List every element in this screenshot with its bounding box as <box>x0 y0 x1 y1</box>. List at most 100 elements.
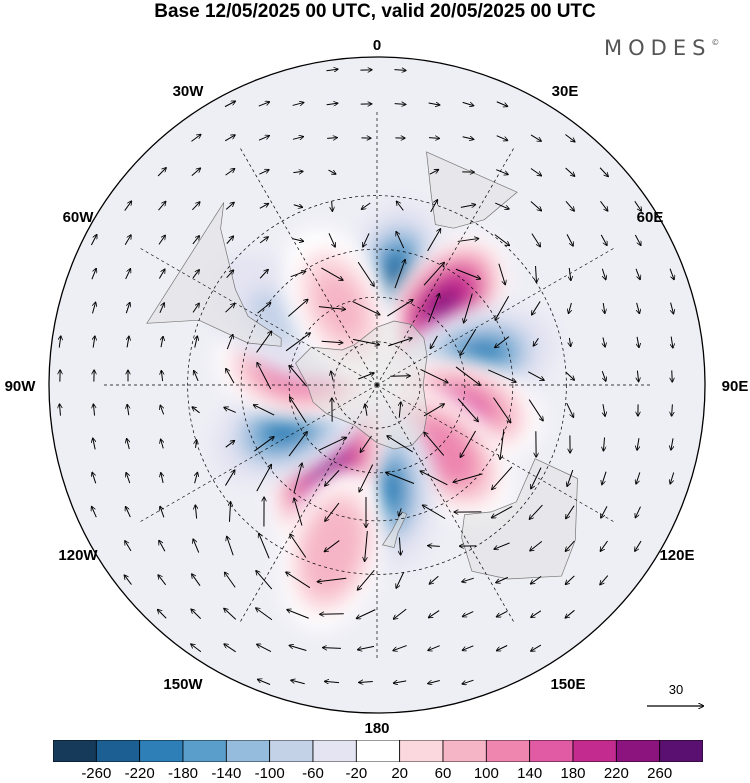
wind-vector <box>125 269 131 280</box>
colorbar-segment <box>485 739 531 763</box>
colorbar-tick-label: 260 <box>647 765 673 782</box>
wind-vector <box>671 302 674 314</box>
wind-vector <box>569 302 572 313</box>
wind-vector <box>332 201 333 211</box>
longitude-label: 90W <box>5 378 37 395</box>
wind-vector <box>258 136 269 141</box>
meridian-line <box>376 384 515 624</box>
wind-vector <box>357 609 376 619</box>
africa-landmass <box>426 151 518 229</box>
wind-vector <box>325 470 340 485</box>
colorbar-segment <box>355 739 401 763</box>
wind-vector <box>495 336 510 348</box>
colorbar-segment <box>95 739 141 763</box>
meridian-line <box>376 247 616 386</box>
wind-vector <box>352 338 379 344</box>
latitude-circle <box>288 296 466 474</box>
colorbar-segment <box>399 739 444 763</box>
wind-vector <box>566 609 575 617</box>
wind-vector <box>494 542 510 549</box>
wind-vector <box>287 610 309 619</box>
wind-vector <box>637 370 638 382</box>
wind-vector <box>429 170 438 175</box>
wind-vector <box>600 575 609 585</box>
wind-vector <box>455 366 480 385</box>
meridian-line <box>138 247 378 386</box>
wind-vector <box>293 464 302 493</box>
wind-vector <box>125 575 132 585</box>
wind-vector <box>91 269 96 280</box>
wind-vector <box>421 471 448 486</box>
colorbar-segment <box>572 739 617 763</box>
wind-vector <box>530 504 543 519</box>
wind-vector <box>158 269 164 279</box>
longitude-label: 0 <box>373 37 381 54</box>
meridian-line <box>376 146 515 386</box>
wind-vector <box>288 432 307 457</box>
colorbar-tick-label: -180 <box>167 765 199 782</box>
wind-vector <box>318 577 347 582</box>
wind-vector <box>158 236 165 245</box>
wind-vector <box>530 540 543 550</box>
wind-vector <box>672 404 673 415</box>
wind-vector <box>457 239 479 242</box>
longitude-label: 90E <box>722 378 749 395</box>
colorbar-segment <box>269 739 314 763</box>
wind-vector <box>532 301 541 314</box>
wind-vector <box>428 103 440 105</box>
wind-vector <box>256 571 273 590</box>
wind-vector <box>225 441 234 448</box>
wind-vector <box>352 300 380 314</box>
wind-vector <box>93 439 95 450</box>
wind-vector <box>464 293 473 323</box>
colorbar-tick-label: -20 <box>345 765 368 782</box>
wind-vector <box>423 505 446 520</box>
colorbar-tick-label: 180 <box>560 765 586 782</box>
wind-vector <box>500 429 505 459</box>
longitude-label: 150W <box>163 676 203 693</box>
wind-vector <box>428 294 440 323</box>
wind-vector <box>637 438 639 450</box>
wind-vector <box>225 470 234 486</box>
wind-vector <box>399 537 400 554</box>
wind-vector <box>637 302 640 313</box>
wind-vector <box>191 135 200 142</box>
wind-vector <box>365 531 368 561</box>
colorbar-tick-label: -60 <box>302 765 324 782</box>
latitude-circle <box>240 248 514 522</box>
wind-vector <box>92 473 97 484</box>
latitude-circle <box>187 195 567 575</box>
wind-vector <box>566 402 574 417</box>
wind-vector <box>423 404 444 417</box>
wind-vector <box>565 200 574 210</box>
wind-vector <box>528 399 543 421</box>
wind-vector <box>293 171 302 172</box>
wind-vector <box>191 168 200 176</box>
wind-vector <box>92 507 97 518</box>
wind-vector <box>157 168 166 177</box>
wind-vector <box>224 609 237 620</box>
longitude-label: 60E <box>637 209 664 226</box>
wind-vector <box>191 609 202 619</box>
wind-vector <box>430 200 438 213</box>
wind-vector <box>225 169 235 176</box>
wind-vector <box>294 498 303 526</box>
wind-vector <box>431 335 438 348</box>
wind-vector <box>192 304 199 313</box>
wind-vector <box>600 201 607 210</box>
wind-vector <box>92 303 95 314</box>
longitude-label: 30E <box>552 83 579 100</box>
wind-vector <box>602 471 607 485</box>
wind-vector <box>286 572 311 589</box>
wind-vector <box>566 575 575 584</box>
wind-vector <box>93 336 95 348</box>
wind-vector <box>289 366 308 387</box>
wind-vector <box>566 505 575 519</box>
map-title: Base 12/05/2025 00 UTC, valid 20/05/2025… <box>154 1 596 22</box>
wind-vector <box>358 645 375 649</box>
wind-vector <box>358 569 375 590</box>
wind-vector <box>256 332 272 353</box>
wind-vector <box>161 371 162 382</box>
wind-vector <box>396 571 405 588</box>
